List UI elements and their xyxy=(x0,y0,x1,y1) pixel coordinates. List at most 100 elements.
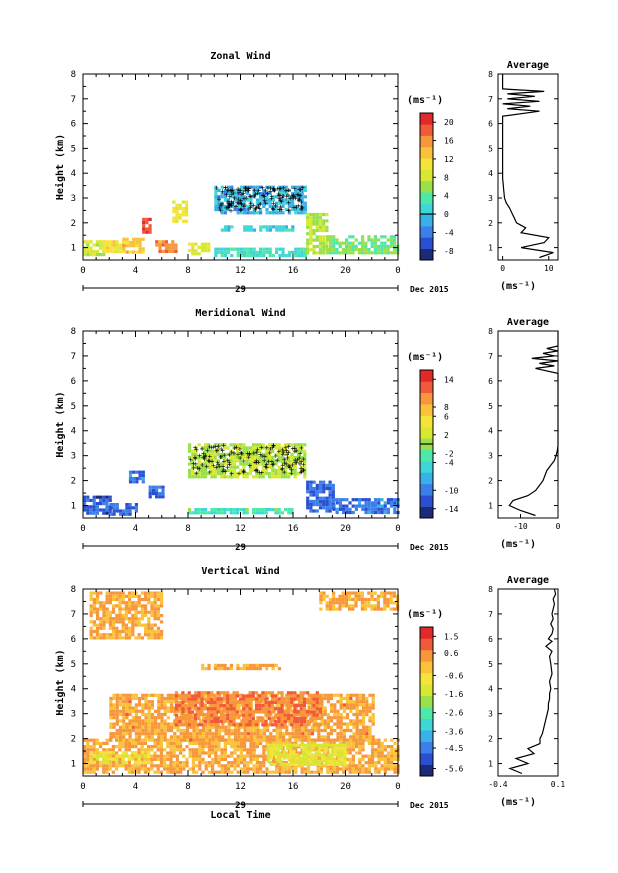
plus-mark xyxy=(287,208,291,213)
heatmap-cell xyxy=(300,459,304,463)
heatmap-cell xyxy=(227,761,231,765)
heatmap-cell xyxy=(204,751,208,755)
heatmap-cell xyxy=(332,498,336,502)
heatmap-cell xyxy=(128,693,132,697)
heatmap-cell xyxy=(290,713,294,717)
heatmap-cell xyxy=(179,709,183,713)
heatmap-cell xyxy=(223,446,227,450)
heatmap-cell xyxy=(118,719,123,723)
heatmap-cell xyxy=(315,483,319,487)
heatmap-cell xyxy=(295,762,299,766)
heatmap-cell xyxy=(327,743,331,747)
heatmap-cell xyxy=(245,456,249,460)
heatmap-cell xyxy=(355,735,359,739)
heatmap-cell xyxy=(355,700,359,704)
heatmap-cell xyxy=(153,754,157,758)
heatmap-cell xyxy=(374,738,378,742)
heatmap-cell xyxy=(303,475,307,479)
heatmap-cell xyxy=(376,597,380,602)
plus-mark xyxy=(299,466,304,471)
colorbar-segment xyxy=(420,203,433,216)
heatmap-cell xyxy=(125,703,129,707)
heatmap-cell xyxy=(210,710,214,714)
heatmap-cell xyxy=(163,719,167,723)
heatmap-cell xyxy=(105,511,109,515)
heatmap-cell xyxy=(175,767,179,771)
heatmap-cell xyxy=(115,767,119,771)
heatmap-cell xyxy=(229,468,233,472)
heatmap-cell xyxy=(243,211,247,215)
heatmap-cell xyxy=(287,195,291,199)
heatmap-cell xyxy=(355,770,359,774)
heatmap-cell xyxy=(348,244,352,248)
heatmap-cell xyxy=(105,613,109,618)
heatmap-cell xyxy=(243,225,247,229)
colorbar-segment xyxy=(420,495,433,507)
colorbar-segment xyxy=(420,661,433,674)
heatmap-cell xyxy=(252,667,256,671)
heatmap-cell xyxy=(188,449,192,453)
heatmap-cell xyxy=(291,735,295,739)
heatmap-cell xyxy=(115,503,119,507)
heatmap-cell xyxy=(92,770,96,774)
heatmap-cell xyxy=(299,710,303,714)
heatmap-cell xyxy=(311,753,315,757)
heatmap-cell xyxy=(166,745,170,749)
heatmap-cell xyxy=(262,728,266,733)
heatmap-cell xyxy=(281,192,285,196)
heatmap-cell xyxy=(333,728,337,733)
heatmap-cell xyxy=(280,475,284,479)
heatmap-cell xyxy=(256,728,260,733)
heatmap-cell xyxy=(268,250,272,254)
heatmap-cell xyxy=(352,712,356,717)
heatmap-cell xyxy=(248,468,252,472)
heatmap-cell xyxy=(303,443,307,447)
heatmap-cell xyxy=(138,247,142,251)
heatmap-cell xyxy=(255,508,259,512)
heatmap-cell xyxy=(242,697,246,701)
heatmap-cell xyxy=(322,480,326,484)
heatmap-cell xyxy=(367,498,371,502)
heatmap-cell xyxy=(390,748,394,752)
heatmap-cell xyxy=(351,761,355,765)
heatmap-cell xyxy=(364,241,368,245)
heatmap-cell xyxy=(339,728,343,733)
plus-mark xyxy=(254,467,259,472)
heatmap-cell xyxy=(175,741,179,745)
heatmap-cell xyxy=(361,248,365,252)
heatmap-cell xyxy=(352,703,356,707)
heatmap-cell xyxy=(249,211,253,215)
heatmap-cell xyxy=(229,720,233,724)
heatmap-cell xyxy=(383,601,387,605)
heatmap-cell xyxy=(118,745,122,749)
heatmap-cell xyxy=(156,607,160,611)
heatmap-cell xyxy=(371,735,375,739)
heatmap-cell xyxy=(135,470,139,474)
heatmap-cell xyxy=(118,617,122,621)
heatmap-cell xyxy=(157,703,161,707)
heatmap-cell xyxy=(370,241,374,245)
heatmap-cell xyxy=(132,240,136,245)
heatmap-cell xyxy=(229,465,233,469)
heatmap-cell xyxy=(300,211,304,215)
heatmap-cell xyxy=(220,764,224,768)
heatmap-cell xyxy=(306,499,310,503)
heatmap-cell xyxy=(92,495,96,499)
heatmap-cell xyxy=(322,499,326,503)
plus-mark xyxy=(221,464,226,469)
heatmap-cell xyxy=(367,767,371,771)
heatmap-cell xyxy=(290,723,294,727)
heatmap-cell xyxy=(362,716,366,720)
heatmap-cell xyxy=(294,738,298,742)
heatmap-cell xyxy=(151,492,155,496)
heatmap-cell xyxy=(252,211,256,215)
heatmap-cell xyxy=(131,633,135,637)
heatmap-cell xyxy=(132,480,136,484)
heatmap-cell xyxy=(128,617,132,621)
heatmap-cell xyxy=(131,506,135,510)
heatmap-cell xyxy=(365,712,369,717)
heatmap-cell xyxy=(181,704,185,708)
heatmap-cell xyxy=(206,710,211,714)
heatmap-cell xyxy=(300,192,304,196)
